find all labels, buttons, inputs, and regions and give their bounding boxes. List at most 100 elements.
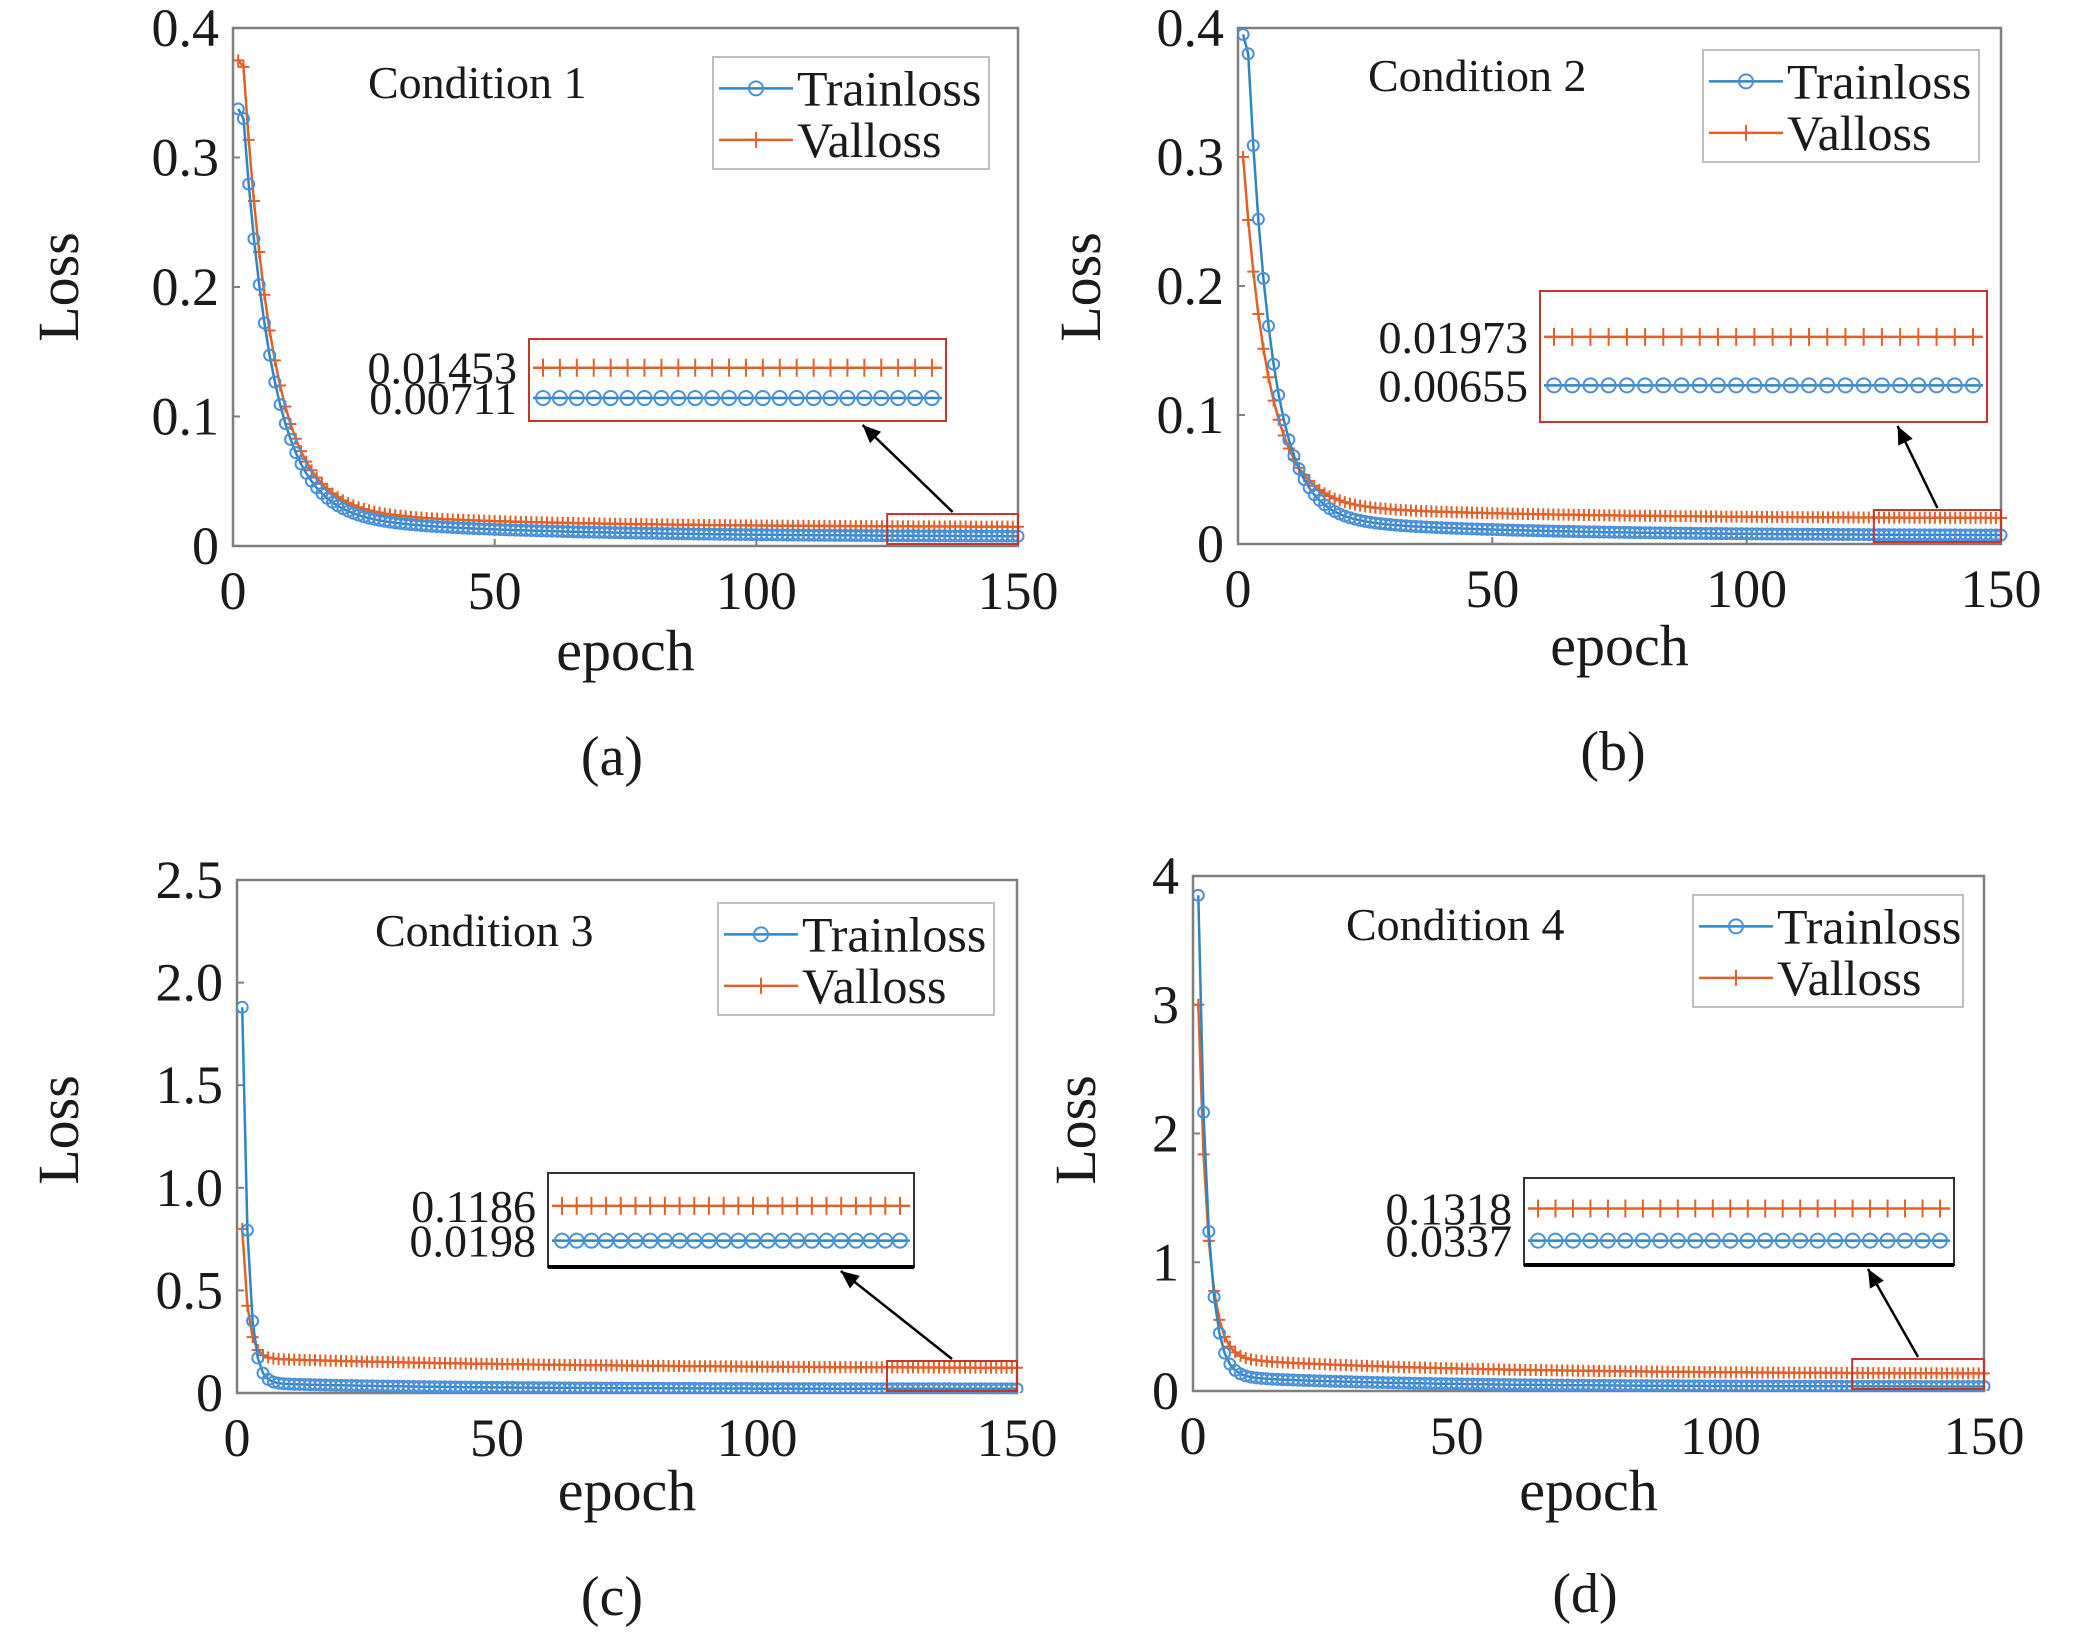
legend-valloss-marker (749, 131, 763, 148)
inset-valloss-value: 0.1186 (411, 1181, 536, 1232)
inset-valloss-marker (1565, 327, 1580, 346)
inset-valloss-marker (1688, 1199, 1703, 1218)
y-tick-label: 0.4 (1157, 0, 1225, 58)
inset-valloss-marker (746, 1196, 761, 1215)
y-tick-label: 0.2 (152, 257, 220, 317)
condition-annotation: Condition 3 (375, 905, 594, 956)
inset-valloss-marker (1548, 1199, 1563, 1218)
x-tick-label: 100 (716, 561, 797, 621)
inset-valloss-marker (672, 1196, 687, 1215)
data-point-valloss (1238, 151, 1250, 163)
data-point-trainloss (240, 1223, 254, 1237)
inset-valloss-marker (1638, 327, 1653, 346)
legend-frame (717, 902, 995, 1016)
inset-valloss-marker (1947, 327, 1962, 346)
inset-valloss-marker (1893, 327, 1908, 346)
inset-trainloss-marker (535, 390, 551, 407)
data-point-trainloss (242, 177, 256, 191)
inset-valloss-marker (1635, 1199, 1650, 1218)
inset-valloss-marker (731, 1196, 746, 1215)
inset-valloss-marker (1911, 327, 1926, 346)
data-point-trainloss (247, 232, 261, 246)
inset-trainloss-marker (822, 390, 839, 407)
y-tick-label: 0 (1197, 514, 1224, 574)
inset-valloss-marker (857, 358, 872, 377)
zoom-region-box (1851, 1358, 1985, 1390)
inset-valloss-value: 0.1318 (1386, 1183, 1513, 1234)
inset-valloss-marker (1600, 1199, 1615, 1218)
data-point-trainloss (257, 316, 271, 330)
inset-valloss-marker (1933, 1199, 1947, 1218)
x-tick-label: 100 (1680, 1406, 1761, 1466)
y-axis-label: Loss (26, 1075, 91, 1185)
data-point-valloss (237, 60, 250, 73)
inset-valloss-marker (1793, 1199, 1808, 1218)
panel-caption: (d) (1552, 1563, 1617, 1625)
inset-trainloss-marker (754, 390, 771, 407)
y-axis-label: Loss (1043, 1075, 1108, 1185)
inset-valloss-marker (1820, 327, 1835, 346)
inset-valloss-marker (569, 358, 584, 377)
data-point-valloss (1239, 1352, 1252, 1365)
data-point-trainloss (251, 1351, 265, 1365)
inset-frame (1523, 1177, 1955, 1266)
y-tick-label: 0.4 (152, 0, 220, 58)
inset-trainloss-marker (1862, 1232, 1879, 1249)
inset-valloss-marker (1747, 327, 1762, 346)
inset-frame (1539, 290, 1988, 423)
inset-trainloss-marker (1910, 377, 1927, 394)
legend-trainloss-label: Trainloss (1777, 898, 1961, 954)
y-tick-label: 0 (196, 1363, 223, 1423)
inset-valloss-marker (1692, 327, 1707, 346)
inset-valloss-marker (716, 1196, 731, 1215)
zoom-region-box (886, 513, 1020, 545)
y-axis-label: Loss (1048, 232, 1113, 342)
inset-trainloss-marker (788, 390, 805, 407)
data-point-trainloss (1287, 449, 1301, 463)
inset-trainloss-marker (1546, 377, 1562, 394)
y-tick-label: 0 (192, 516, 219, 576)
inset-trainloss-marker (1617, 1232, 1634, 1249)
inset-trainloss-marker (805, 390, 822, 407)
inset-valloss-marker (878, 1196, 893, 1215)
legend-valloss-marker (754, 977, 768, 994)
inset-valloss-marker (1966, 327, 1980, 346)
x-tick-label: 50 (468, 561, 522, 621)
inset-trainloss-marker (907, 390, 924, 407)
inset-valloss-marker (1740, 1199, 1755, 1218)
y-tick-label: 2 (1152, 1104, 1179, 1164)
condition-annotation: Condition 4 (1346, 899, 1565, 950)
inset-valloss-marker (1653, 1199, 1668, 1218)
x-axis-label: epoch (1519, 1458, 1658, 1523)
inset-valloss-marker (863, 1196, 878, 1215)
data-point-trainloss (1193, 888, 1205, 902)
y-tick-label: 0.2 (1157, 256, 1225, 316)
inset-valloss-value: 0.01453 (368, 343, 518, 394)
inset-trainloss-marker (1879, 1232, 1896, 1249)
inset-valloss-marker (620, 358, 635, 377)
data-point-trainloss (1277, 413, 1291, 427)
legend-trainloss-label: Trainloss (802, 906, 986, 962)
data-point-valloss (1328, 492, 1341, 505)
inset-trainloss-marker (1932, 1232, 1948, 1249)
inset-trainloss-marker (1669, 1232, 1686, 1249)
inset-valloss-marker (1915, 1199, 1930, 1218)
data-point-trainloss (1282, 433, 1296, 447)
inset-valloss-marker (755, 358, 770, 377)
data-point-trainloss (1262, 319, 1276, 333)
inset-trainloss-marker (585, 390, 602, 407)
inset-valloss-marker (1765, 327, 1780, 346)
inset-trainloss-marker (1655, 377, 1672, 394)
inset-valloss-marker (1565, 1199, 1580, 1218)
inset-valloss-marker (552, 358, 567, 377)
zoom-region-box (886, 1360, 1018, 1392)
inset-trainloss-marker (704, 390, 721, 407)
legend-trainloss-marker (753, 926, 769, 943)
data-point-trainloss (1292, 462, 1306, 476)
inset-trainloss-marker (1582, 1232, 1599, 1249)
inset-valloss-marker (584, 1196, 599, 1215)
inset-frame (547, 1172, 915, 1268)
